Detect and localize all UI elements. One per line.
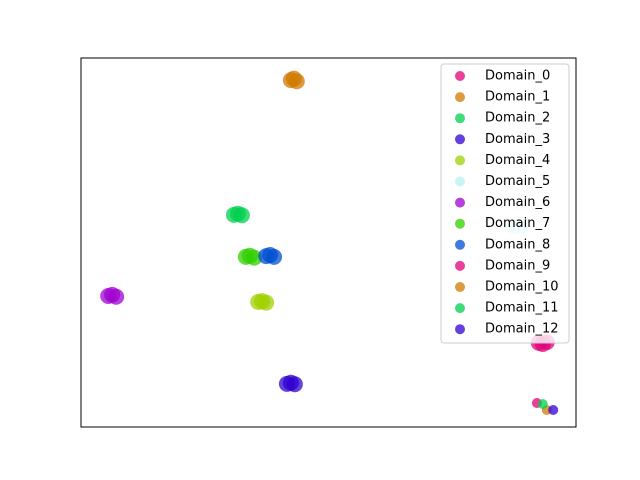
legend-label: Domain_4 <box>485 153 550 168</box>
legend-marker <box>455 134 465 145</box>
legend-marker <box>455 303 465 314</box>
legend-marker <box>455 155 465 166</box>
legend-label: Domain_10 <box>485 280 559 295</box>
legend-label: Domain_6 <box>485 195 550 210</box>
legend-marker <box>455 197 465 208</box>
legend-marker <box>455 282 465 292</box>
legend-marker <box>455 113 465 124</box>
point <box>548 405 559 416</box>
point <box>246 249 263 266</box>
legend-marker <box>455 260 465 271</box>
legend-label: Domain_11 <box>485 301 559 316</box>
legend-label: Domain_1 <box>485 90 550 105</box>
legend-label: Domain_5 <box>485 174 550 189</box>
legend-box <box>440 63 570 344</box>
legend-marker <box>455 324 465 335</box>
point <box>288 73 305 90</box>
legend-marker <box>455 239 465 250</box>
legend-label: Domain_3 <box>485 132 550 147</box>
legend-marker <box>455 92 465 103</box>
legend-label: Domain_9 <box>485 258 550 273</box>
legend-marker <box>455 71 465 81</box>
legend-label: Domain_8 <box>485 237 550 252</box>
point <box>537 399 548 410</box>
legend-label: Domain_0 <box>485 69 550 84</box>
legend-marker <box>455 176 465 187</box>
legend: Domain_0 Domain_1 Domain_2 Domain_3 Domain_4… <box>440 63 570 344</box>
legend-marker <box>455 218 465 229</box>
legend-label: Domain_2 <box>485 111 550 126</box>
legend-label: Domain_7 <box>485 216 550 231</box>
point <box>258 294 275 311</box>
point <box>286 376 303 393</box>
legend-label: Domain_12 <box>485 322 559 337</box>
plot-frame <box>80 57 577 428</box>
point <box>266 248 283 265</box>
point <box>233 207 250 224</box>
point <box>108 288 125 305</box>
